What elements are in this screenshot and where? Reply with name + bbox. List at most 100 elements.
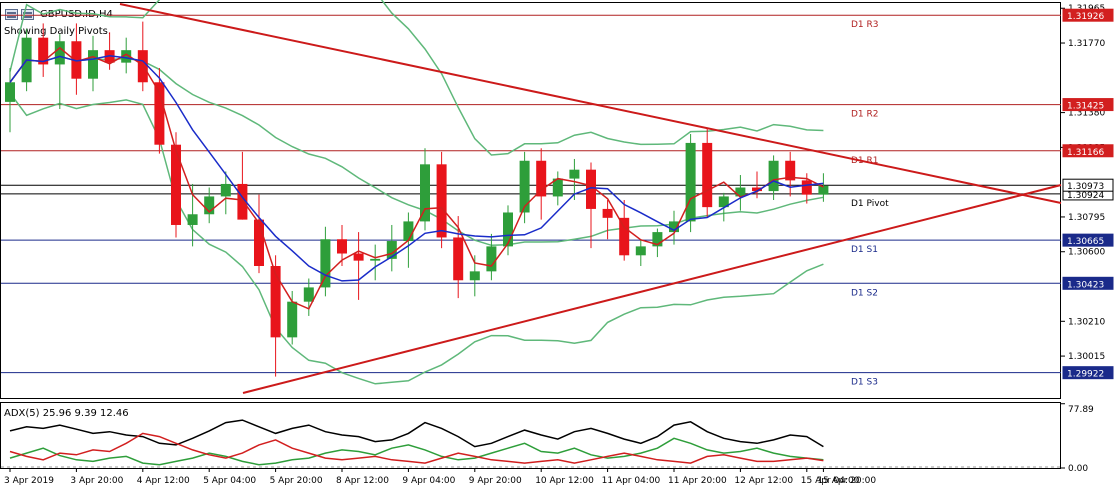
current-price-tag — [1062, 178, 1114, 192]
time-tick-label: 5 Apr 04:00 — [203, 476, 256, 486]
pivot-price-tag — [1062, 366, 1114, 380]
candle-body — [453, 237, 464, 281]
candle-body — [187, 214, 198, 225]
price-tick-label: 1.30795 — [1068, 213, 1105, 223]
time-tick-label: 15 Apr 04:00 — [801, 476, 860, 486]
candle-body — [270, 266, 281, 338]
adx-minus-di-line — [9, 432, 824, 464]
pivot-price-label: 1.30665 — [1067, 237, 1104, 247]
adx-tick-label: 77.89 — [1068, 405, 1094, 415]
candle-body — [320, 239, 331, 288]
pivot-price-label: 1.29922 — [1067, 370, 1104, 380]
candle-body — [702, 142, 713, 208]
candle-body — [785, 160, 796, 181]
pivot-price-tag — [1062, 8, 1114, 22]
candle-body — [121, 50, 132, 63]
time-tick-label: 3 Apr 20:00 — [70, 476, 123, 486]
candle-body — [353, 253, 364, 261]
pivot-label: D1 Pivot — [851, 199, 889, 209]
pivot-price-label: 1.31926 — [1067, 12, 1104, 22]
candle-body — [652, 232, 663, 247]
price-tick-label: 1.30015 — [1068, 352, 1105, 362]
candle-body — [586, 169, 596, 209]
pivot-label: D1 S1 — [851, 245, 878, 255]
adx-tick-label: 0.00 — [1068, 464, 1088, 474]
candle-body — [171, 144, 181, 225]
pivot-subtitle: Showing Daily Pivots. — [4, 26, 112, 37]
timeframe-icon — [5, 9, 18, 20]
pivot-price-tag — [1062, 98, 1114, 112]
time-tick-label: 3 Apr 2019 — [4, 476, 54, 486]
price-tick-label: 1.30600 — [1068, 248, 1105, 258]
time-tick-label: 15 Apr 20:00 — [817, 476, 876, 486]
pivot-label: D1 S3 — [851, 378, 878, 388]
pivot-price-label: 1.30924 — [1067, 191, 1104, 201]
descending-trendline — [119, 3, 1062, 204]
time-tick-label: 9 Apr 20:00 — [469, 476, 522, 486]
time-tick-label: 11 Apr 04:00 — [602, 476, 661, 486]
candle-body — [619, 217, 630, 256]
candle-body — [569, 169, 580, 179]
candle-body — [685, 142, 696, 222]
adx-indicator-label: ADX(5) 25.96 9.39 12.46 — [4, 408, 129, 419]
candle-body — [386, 241, 397, 259]
candle-body — [752, 187, 762, 192]
candle-body — [237, 183, 248, 220]
time-tick-label: 10 Apr 12:00 — [535, 476, 594, 486]
candle-body — [503, 212, 513, 247]
candle-body — [602, 208, 613, 218]
price-tick-label: 1.31770 — [1068, 39, 1105, 49]
candle-body — [436, 164, 447, 238]
candle-body — [669, 221, 679, 233]
candle-body — [403, 221, 414, 242]
chart-window-icon — [21, 9, 34, 20]
adx-plus-di-line — [9, 437, 824, 466]
slow-moving-average — [9, 55, 824, 282]
pivot-label: D1 S2 — [851, 288, 878, 298]
candle-body — [54, 41, 65, 65]
time-tick-label: 12 Apr 12:00 — [734, 476, 793, 486]
candle-body — [220, 183, 231, 197]
candle-body — [71, 41, 82, 79]
ascending-trendline — [242, 184, 1062, 394]
pivot-price-label: 1.31166 — [1067, 148, 1104, 158]
price-pane-frame — [0, 2, 1061, 399]
time-tick-label: 5 Apr 20:00 — [270, 476, 323, 486]
current-price-label: 1.30973 — [1067, 182, 1104, 192]
candle-body — [254, 219, 264, 266]
candle-body — [154, 82, 165, 145]
candle-body — [486, 246, 497, 272]
pivot-price-tag — [1062, 233, 1114, 247]
adx-pane-frame — [0, 402, 1061, 469]
bollinger-lower — [9, 92, 824, 385]
candle-body — [536, 160, 547, 197]
candle-body — [337, 239, 347, 254]
candle-body — [88, 50, 98, 79]
candle-body — [768, 160, 779, 192]
pivot-price-label: 1.31425 — [1067, 102, 1104, 112]
fast-moving-average — [9, 46, 824, 310]
pivot-label: D1 R2 — [851, 110, 879, 120]
pivot-price-tag — [1062, 276, 1114, 290]
pivot-price-label: 1.30423 — [1067, 280, 1104, 290]
bollinger-upper — [9, 0, 824, 156]
pivot-label: D1 R3 — [851, 20, 879, 30]
candle-body — [552, 178, 563, 197]
candle-body — [303, 287, 314, 302]
candle-body — [735, 187, 746, 197]
price-tick-label: 1.30210 — [1068, 317, 1105, 327]
candle-body — [801, 180, 812, 195]
time-tick-label: 8 Apr 12:00 — [336, 476, 389, 486]
candle-body — [519, 160, 530, 213]
pivot-price-tag — [1062, 144, 1114, 158]
price-tick-label: 1.31380 — [1068, 109, 1105, 119]
candle-body — [420, 164, 430, 222]
candle-body — [718, 196, 729, 208]
time-tick-label: 4 Apr 12:00 — [137, 476, 190, 486]
symbol-title: GBPUSD.ID,H4 — [40, 9, 113, 20]
time-tick-label: 11 Apr 20:00 — [668, 476, 727, 486]
candle-body — [818, 185, 829, 195]
candle-body — [469, 271, 480, 281]
candle-body — [5, 82, 15, 102]
